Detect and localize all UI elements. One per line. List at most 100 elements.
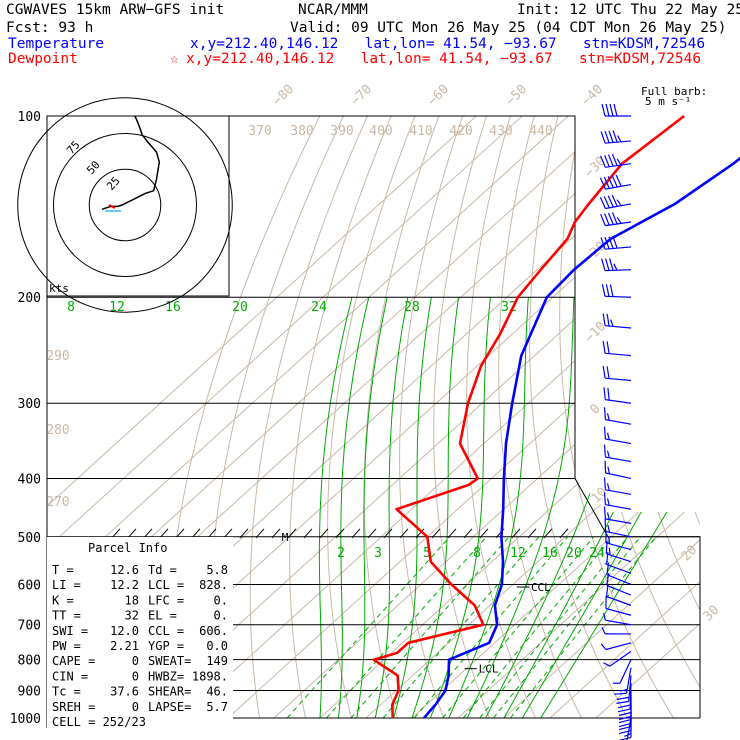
wind-barb-feather (600, 155, 606, 168)
pressure-tick-label: 600 (18, 578, 41, 593)
wind-barb (605, 530, 632, 551)
dry-adiabat-line (529, 116, 628, 719)
hatch-mark (335, 528, 345, 539)
dry-adiabat-line (498, 116, 582, 719)
dewpoint-legend: Dewpoint (8, 51, 78, 67)
mixing-ratio-label: 16 (542, 546, 558, 561)
wind-barb-feather (606, 573, 610, 586)
wind-barb-staff (606, 595, 632, 606)
wind-barb-feather (607, 524, 611, 533)
wind-barb-staff (605, 184, 632, 190)
wind-barb-feather (609, 284, 614, 297)
wind-barb-staff (609, 650, 632, 667)
wind-barb-feather (605, 258, 610, 271)
wind-barb-staff (605, 489, 632, 495)
wind-barb (603, 650, 632, 667)
moist-adiabat-line (356, 297, 388, 719)
pressure-tick-label: 700 (18, 619, 41, 634)
theta-label: 270 (46, 495, 69, 510)
wind-barb-feather (608, 236, 614, 249)
wind-barb (603, 426, 632, 445)
hatch-mark (239, 528, 249, 539)
moist-adiabat-label: 20 (232, 300, 248, 315)
wind-barb-staff (606, 584, 632, 596)
mixing-ratio-line (286, 536, 451, 719)
wind-barb-feather (606, 512, 610, 520)
mixing-ratio-label: 20 (566, 546, 582, 561)
parcel-param-value: 606. (199, 624, 228, 638)
wind-barb-feather (618, 719, 632, 724)
wind-barb-staff (604, 269, 632, 272)
wind-barb-feather (607, 387, 610, 401)
wind-barb-feather (606, 366, 610, 379)
wind-barb (603, 387, 632, 404)
mixing-ratio-line (326, 536, 487, 719)
theta-e-label: 430 (489, 124, 512, 139)
parcel-param-value: 828. (199, 578, 228, 592)
wind-barb-feather (614, 692, 627, 695)
wind-barb-feather (600, 213, 606, 226)
wind-barb-feather (606, 483, 610, 491)
parcel-param-label: K = (52, 593, 74, 607)
wind-barb-feather (607, 176, 614, 188)
hatch-mark (463, 528, 473, 539)
theta-e-label: 410 (409, 124, 432, 139)
wind-barb (606, 584, 632, 606)
parcel-param-label: CAPE = (52, 654, 95, 668)
wind-barb-feather (618, 715, 632, 721)
wind-barb-feather (616, 158, 622, 166)
hatch-mark (175, 528, 185, 539)
dry-adiabat-line (697, 116, 700, 719)
hatch-mark (527, 528, 537, 539)
mixing-ratio-label: 2 (337, 546, 345, 561)
dry-adiabat-line (671, 116, 700, 719)
mixing-ratio-label: 8 (473, 546, 481, 561)
wind-barb-feather (620, 688, 628, 692)
init-time: Init: 12 UTC Thu 22 May 25 (517, 2, 740, 18)
theta-label: 290 (46, 349, 69, 364)
parcel-param-label: LCL = (148, 578, 184, 592)
dry-adiabat-line (616, 116, 700, 719)
wind-barb-feather (608, 130, 614, 143)
barb-key-line2: 5 m s⁻¹ (645, 95, 691, 108)
forecast-hour: Fcst: 93 h (6, 20, 93, 36)
mixing-ratio-line (442, 536, 595, 719)
hatch-mark (383, 528, 393, 539)
wind-barb-feather (612, 236, 618, 249)
wind-barbs (599, 103, 632, 740)
wind-barb-feather (599, 177, 606, 190)
hodograph-surface-segment (108, 204, 116, 209)
wind-barb-staff (625, 667, 632, 694)
wind-barb-feather (613, 103, 618, 117)
dry-adiabat-line (363, 116, 440, 719)
hatch-mark (543, 528, 553, 539)
parcel-param-value: 18 (125, 593, 139, 607)
hatch-mark (511, 528, 521, 539)
parcel-param-value: 5.7 (206, 700, 228, 714)
isotherm-line (47, 116, 569, 719)
wind-barb (603, 444, 632, 463)
wind-barb-staff (605, 504, 632, 510)
hatch-mark (303, 528, 313, 539)
wind-barb-feather (616, 216, 622, 224)
theta-e-label: 440 (529, 124, 552, 139)
wind-barb-feather (606, 432, 610, 440)
wind-barb-staff (605, 140, 632, 144)
dewpoint-location: x,y=212.40,146.12 lat,lon= 41.54, −93.67… (186, 51, 701, 67)
wind-barb-feather (603, 407, 606, 420)
valid-time: Valid: 09 UTC Mon 26 May 25 (04 CDT Mon … (290, 20, 727, 36)
wind-barb (603, 506, 632, 524)
mixing-ratio-line (382, 536, 540, 719)
wind-barb-feather (617, 704, 631, 709)
barb-key-line1: Full barb: (641, 85, 707, 98)
wind-barb-feather (616, 696, 630, 700)
star-icon: ☆ (170, 51, 179, 67)
mixing-ratio-label: 5 (423, 546, 431, 561)
wind-barb (614, 667, 632, 695)
wind-barb-staff (605, 642, 632, 651)
hatch-mark (271, 528, 281, 539)
frame-right (47, 115, 701, 718)
dry-adiabat-line (644, 116, 700, 719)
theta-label: 280 (46, 423, 69, 438)
